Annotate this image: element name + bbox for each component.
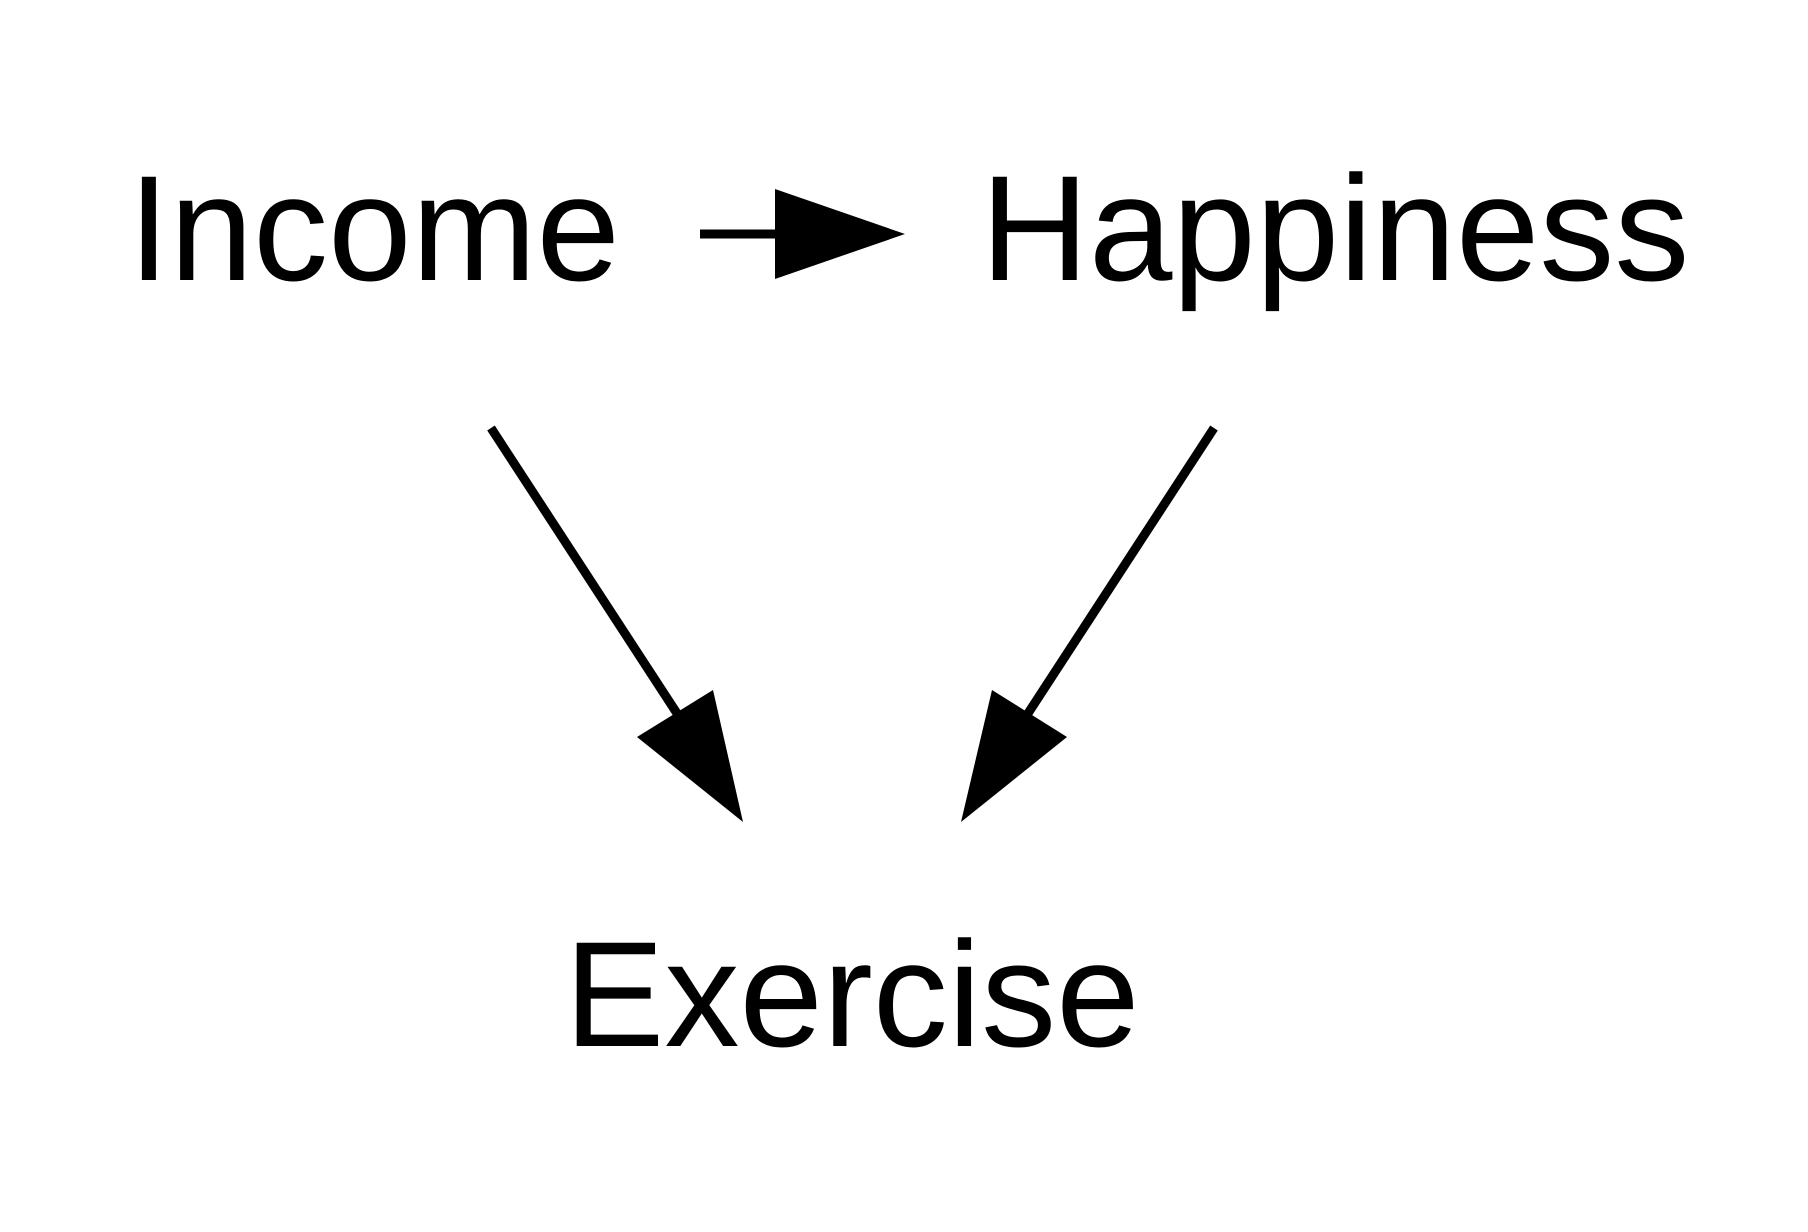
edge-income-happiness [700,189,905,279]
node-income: Income [128,144,620,312]
edge-income-exercise [487,425,743,822]
edge-happiness-exercise [961,425,1218,822]
node-happiness: Happiness [981,144,1690,312]
edge-income-exercise-line [487,425,684,721]
edge-income-happiness-arrowhead [775,189,905,279]
edge-happiness-exercise-arrowhead [961,690,1067,822]
node-exercise: Exercise [564,910,1139,1078]
edge-income-exercise-arrowhead [637,690,743,822]
edge-happiness-exercise-line [1021,425,1218,721]
